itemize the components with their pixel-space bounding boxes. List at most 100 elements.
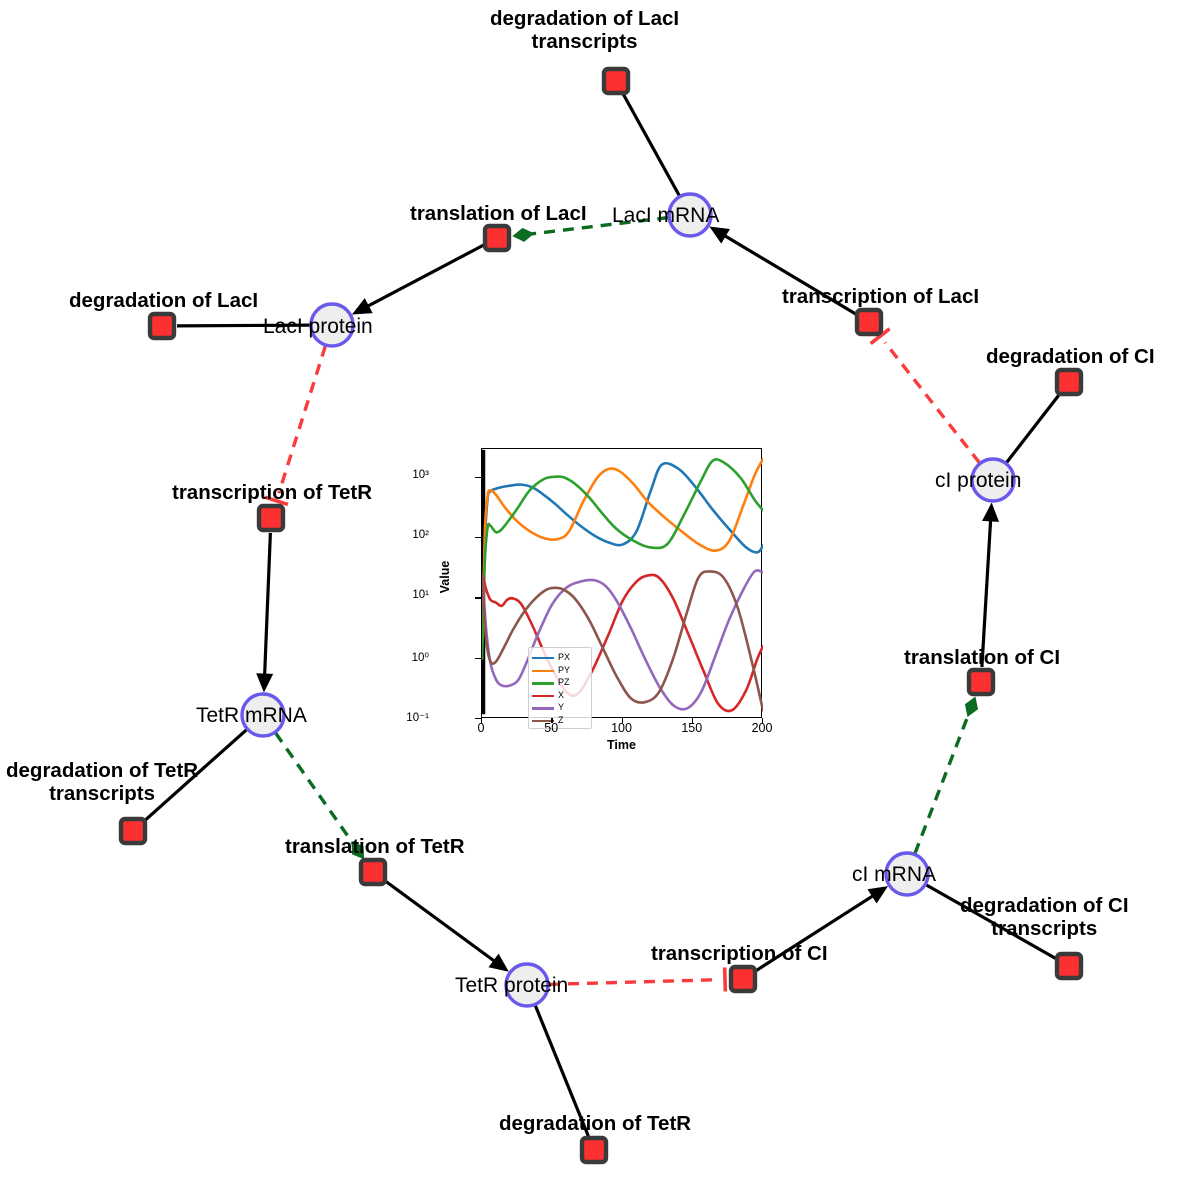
species-node-tetr_protein[interactable] — [504, 962, 550, 1008]
reaction-node-transl_ci[interactable] — [966, 667, 996, 697]
y-tickmark-3 — [475, 537, 481, 539]
legend-swatch-X — [532, 694, 554, 698]
legend-swatch-PY — [532, 669, 554, 672]
plot-series-layer — [482, 449, 763, 715]
y-tick-1: 10⁰ — [411, 651, 429, 664]
series-Z — [482, 570, 763, 712]
legend-label-PY: PY — [558, 664, 571, 675]
edge-transc_laci-to-laci_mrna — [709, 226, 857, 316]
edge-transc_tetr-to-tetr_mrna — [256, 532, 274, 693]
reaction-label-deg_ci_transcripts: degradation of CI transcripts — [960, 894, 1129, 941]
edge-tetr_mrna-to-transl_tetr — [274, 732, 365, 860]
species-node-ci_mrna[interactable] — [884, 851, 930, 897]
reaction-label-transl_ci: translation of CI — [904, 646, 1061, 669]
edge-ci_mrna-to-transl_ci — [913, 696, 979, 855]
edge-ci_mrna-to-deg_ci_transcripts — [925, 883, 1057, 960]
legend-item-PY: PY — [532, 664, 590, 677]
legend-label-PZ: PZ — [558, 677, 570, 688]
reaction-node-deg_laci[interactable] — [147, 311, 177, 341]
x-tickmark-3 — [691, 718, 694, 723]
species-label-tetr_mrna: TetR mRNA — [196, 704, 307, 727]
edge-tetr_mrna-to-deg_tetr_transcripts — [143, 728, 248, 823]
y-axis-label-wrap: Value — [435, 548, 455, 618]
reaction-label-line2: transcripts — [49, 781, 156, 805]
edge-transl_laci-to-laci_protein — [351, 243, 485, 315]
edge-laci_protein-to-transc_tetr — [264, 345, 327, 507]
species-node-laci_protein[interactable] — [309, 302, 355, 348]
series-PY — [482, 457, 763, 660]
edge-tetr_protein-to-transc_ci — [548, 967, 728, 992]
species-node-tetr_mrna[interactable] — [240, 692, 286, 738]
legend-swatch-Z — [532, 720, 554, 723]
reaction-label-line2: transcripts — [531, 29, 638, 53]
x-tick-2: 100 — [611, 721, 632, 735]
x-tickmark-4 — [762, 718, 764, 723]
reaction-label-deg_ci: degradation of CI — [986, 345, 1155, 368]
y-axis-label: Value — [438, 560, 452, 594]
x-tickmark-1 — [551, 718, 553, 723]
species-label-tetr_protein: TetR protein — [455, 974, 569, 997]
reaction-label-deg_laci: degradation of LacI — [69, 289, 259, 312]
reaction-label-transc_laci: transcription of LacI — [782, 285, 980, 308]
legend-label-PX: PX — [558, 652, 571, 662]
legend-label-X: X — [558, 689, 565, 700]
reaction-label-transl_laci: translation of LacI — [410, 202, 587, 225]
reaction-node-transc_laci[interactable] — [854, 307, 884, 337]
x-tick-3: 150 — [681, 721, 703, 735]
x-tick-1: 50 — [544, 721, 559, 735]
species-node-laci_mrna[interactable] — [667, 192, 713, 238]
reaction-label-line1: degradation of CI — [960, 894, 1129, 917]
edge-transl_ci-to-ci_protein — [980, 502, 1000, 668]
reaction-node-deg_tetr[interactable] — [579, 1135, 609, 1165]
x-tickmark-0 — [481, 718, 483, 723]
reaction-node-deg_laci_transcripts[interactable] — [601, 66, 631, 96]
reaction-label-deg_tetr_transcripts: degradation of TetR transcripts — [6, 759, 198, 806]
edge-laci_mrna-to-transl_laci — [512, 215, 669, 242]
y-tick-4: 10³ — [412, 468, 429, 481]
reaction-label-line1: degradation of LacI — [490, 7, 680, 30]
reaction-label-line2: transcripts — [991, 916, 1098, 940]
edge-transl_tetr-to-tetr_protein — [384, 879, 509, 972]
y-tickmark-0 — [475, 718, 481, 720]
legend-item-Z: Z — [532, 714, 590, 727]
reaction-node-transc_tetr[interactable] — [256, 503, 286, 533]
series-PZ — [482, 458, 763, 660]
edge-deg_laci_transcripts-to-laci_mrna — [621, 93, 681, 197]
y-tick-3: 10² — [412, 529, 429, 542]
reaction-node-transl_tetr[interactable] — [358, 857, 388, 887]
edge-deg_laci-to-laci_protein — [176, 323, 311, 328]
legend-swatch-PX — [532, 657, 554, 660]
reaction-node-deg_ci_transcripts[interactable] — [1054, 951, 1084, 981]
species-node-ci_protein[interactable] — [970, 457, 1016, 503]
species-label-ci_mrna: cI mRNA — [852, 863, 936, 886]
reaction-node-transl_laci[interactable] — [482, 223, 512, 253]
legend-item-Y: Y — [532, 701, 590, 714]
reaction-label-transl_tetr: translation of TetR — [285, 835, 465, 858]
edge-deg_ci-to-ci_protein — [1005, 392, 1062, 464]
y-tickmark-2 — [475, 597, 481, 599]
reaction-node-deg_tetr_transcripts[interactable] — [118, 816, 148, 846]
edge-tetr_protein-to-deg_tetr — [533, 1004, 590, 1137]
legend-item-X: X — [532, 689, 590, 702]
legend-label-Y: Y — [558, 702, 565, 713]
legend-swatch-PZ — [532, 682, 554, 685]
species-label-laci_mrna: LacI mRNA — [612, 204, 720, 227]
y-tickmark-4 — [475, 476, 481, 479]
reaction-label-deg_laci_transcripts: degradation of LacI transcripts — [490, 7, 680, 54]
plot-area: PX PY PZ X Y Z — [481, 448, 763, 729]
edge-ci_protein-to-transc_laci — [869, 327, 981, 464]
species-label-laci_protein: LacI protein — [263, 315, 373, 338]
x-axis-label: Time — [607, 738, 636, 752]
inset-timecourse-chart: Value 10⁻¹ 10⁰ 10¹ 10² 10³ PX PY PZ X Y Z 0 50 100 1… — [406, 438, 772, 752]
species-label-ci_protein: cI protein — [935, 469, 1022, 492]
reaction-label-transc_tetr: transcription of TetR — [172, 481, 373, 504]
legend-item-PZ: PZ — [532, 676, 590, 689]
x-tick-4: 200 — [751, 721, 773, 735]
y-tick-2: 10¹ — [412, 589, 429, 602]
edge-transc_ci-to-ci_mrna — [754, 886, 889, 973]
reaction-node-transc_ci[interactable] — [728, 964, 758, 994]
reaction-node-deg_ci[interactable] — [1054, 367, 1084, 397]
x-tick-0: 0 — [477, 721, 485, 735]
